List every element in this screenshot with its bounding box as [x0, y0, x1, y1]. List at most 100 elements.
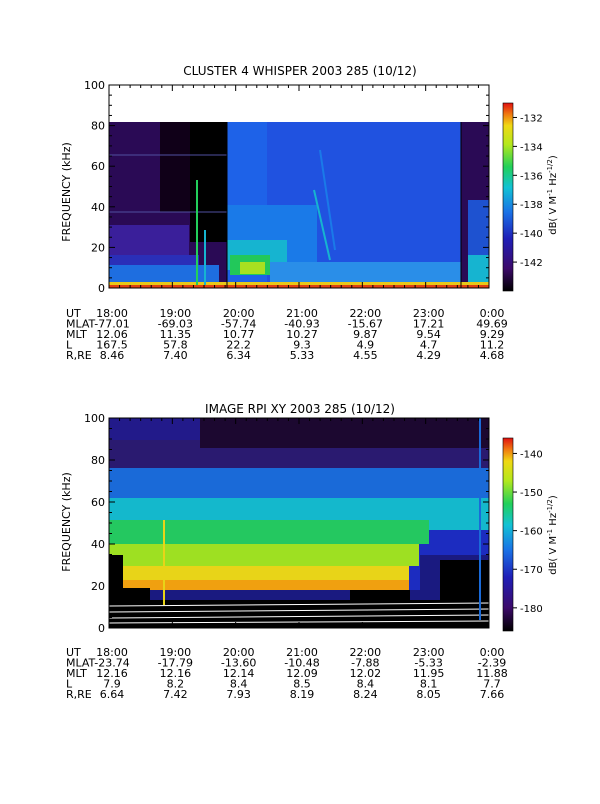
panel-1-ylabel: FREQUENCY (kHz) — [60, 142, 73, 242]
ephemeris-value: 6.34 — [226, 349, 251, 362]
panel-1-spectrogram — [109, 122, 489, 288]
ephemeris-value: 7.9 — [103, 678, 121, 691]
ephemeris-value: 11.88 — [476, 667, 508, 680]
ephemeris-row-label: UT — [66, 646, 81, 659]
ephemeris-value: 8.4 — [230, 678, 248, 691]
ephemeris-value: -57.74 — [221, 318, 256, 331]
y-tick-label: 40 — [91, 201, 105, 214]
panel-1-colorbar: -132 -134 -136 -138 -140 -142 dB( V M-1 Hz-1/… — [502, 102, 559, 292]
y-tick-label: 20 — [91, 241, 105, 254]
colorbar-tick-label: -138 — [520, 200, 543, 211]
panel-1-ephemeris: UT 18:00 19:00 20:00 21:00 22:00 23:00 0:00 MLAT… — [66, 307, 508, 362]
panel-1-title: CLUSTER 4 WHISPER 2003 285 (10/12) — [183, 64, 416, 78]
panel-2-colorbar-label: dB( V M-1 Hz-1/2) — [546, 495, 559, 575]
panel-2-colorbar: -140 -150 -160 -170 -180 dB( V M-1 Hz-1/2) — [502, 437, 559, 632]
ephemeris-value: 20:00 — [223, 307, 255, 320]
ephemeris-value: 8.5 — [293, 678, 311, 691]
y-tick-label: 60 — [91, 160, 105, 173]
ephemeris-value: 19:00 — [159, 307, 191, 320]
ephemeris-value: 8.24 — [353, 688, 378, 701]
ephemeris-value: 18:00 — [96, 646, 128, 659]
ephemeris-row-label: MLAT — [66, 318, 96, 331]
ephemeris-value: -69.03 — [158, 318, 193, 331]
ephemeris-value: 11.95 — [413, 667, 445, 680]
ephemeris-value: 23:00 — [413, 307, 445, 320]
y-tick-label: 0 — [98, 622, 105, 635]
y-tick-label: 40 — [91, 538, 105, 551]
y-tick-label: 60 — [91, 496, 105, 509]
ephemeris-value: 167.5 — [96, 339, 128, 352]
ephemeris-row-label: L — [66, 339, 73, 352]
y-tick-label: 80 — [91, 120, 105, 133]
ephemeris-row-label: MLAT — [66, 657, 96, 670]
ephemeris-row-label: L — [66, 678, 73, 691]
colorbar-tick-label: -160 — [520, 527, 543, 538]
ephemeris-row-label: MLT — [66, 667, 87, 680]
ephemeris-value: 22.2 — [226, 339, 251, 352]
panel-2-title: IMAGE RPI XY 2003 285 (10/12) — [205, 402, 395, 416]
colorbar-tick-label: -142 — [520, 258, 543, 269]
ephemeris-value: 21:00 — [286, 646, 318, 659]
ephemeris-value: 7.66 — [480, 688, 505, 701]
ephemeris-value: 8.19 — [290, 688, 315, 701]
ephemeris-row-label: UT — [66, 307, 81, 320]
ephemeris-value: 6.64 — [100, 688, 125, 701]
ephemeris-value: 12.16 — [160, 667, 192, 680]
ephemeris-row-label: R,RE — [66, 349, 92, 362]
ephemeris-value: 9.3 — [293, 339, 311, 352]
ephemeris-value: 8.2 — [167, 678, 185, 691]
ephemeris-value: 7.40 — [163, 349, 188, 362]
y-tick-label: 20 — [91, 580, 105, 593]
ephemeris-value: 5.33 — [290, 349, 315, 362]
colorbar-tick-label: -140 — [520, 229, 543, 240]
ephemeris-value: 12.02 — [350, 667, 382, 680]
ephemeris-value: -40.93 — [284, 318, 319, 331]
colorbar-tick-label: -140 — [520, 449, 543, 460]
ephemeris-value: 0:00 — [480, 307, 505, 320]
panel-2-ephemeris: UT 18:00 19:00 20:00 21:00 22:00 23:00 0:00 MLAT… — [66, 646, 508, 701]
ephemeris-value: 12.16 — [96, 667, 128, 680]
ephemeris-value: 12.14 — [223, 667, 255, 680]
panel-1-y-axis: 0 20 40 60 80 100 — [84, 79, 489, 295]
ephemeris-value: 22:00 — [349, 646, 381, 659]
ephemeris-value: 20:00 — [223, 646, 255, 659]
ephemeris-value: 23:00 — [413, 646, 445, 659]
colorbar-tick-label: -150 — [520, 488, 543, 499]
ephemeris-value: 7.93 — [226, 688, 251, 701]
ephemeris-row-label: R,RE — [66, 688, 92, 701]
ephemeris-value: -10.48 — [284, 657, 319, 670]
ephemeris-value: 11.35 — [160, 328, 192, 341]
ephemeris-value: 8.46 — [100, 349, 125, 362]
panel-2-y-axis: 0 20 40 60 80 100 — [84, 412, 489, 635]
y-tick-label: 100 — [84, 79, 105, 92]
ephemeris-value: 8.4 — [357, 678, 375, 691]
ephemeris-value: 4.7 — [420, 339, 438, 352]
ephemeris-value: 49.69 — [476, 318, 508, 331]
ephemeris-value: 10.27 — [286, 328, 318, 341]
ephemeris-value: 17.21 — [413, 318, 445, 331]
ephemeris-value: 9.29 — [480, 328, 505, 341]
ephemeris-value: 8.1 — [420, 678, 438, 691]
ephemeris-value: 9.54 — [416, 328, 441, 341]
ephemeris-value: 10.77 — [223, 328, 255, 341]
panel-1-colorbar-label: dB( V M-1 Hz-1/2) — [546, 155, 559, 235]
ephemeris-value: 4.55 — [353, 349, 378, 362]
y-tick-label: 80 — [91, 454, 105, 467]
ephemeris-value: 7.42 — [163, 688, 188, 701]
ephemeris-value: 4.29 — [416, 349, 441, 362]
ephemeris-value: 9.87 — [353, 328, 378, 341]
panel-2-colorbar-ticks: -140 -150 -160 -170 -180 — [513, 449, 543, 615]
ephemeris-value: 11.2 — [480, 339, 505, 352]
ephemeris-value: -5.33 — [414, 657, 442, 670]
y-tick-label: 100 — [84, 412, 105, 425]
panel-2-spectrogram — [108, 418, 490, 628]
panel-2-ylabel: FREQUENCY (kHz) — [60, 472, 73, 572]
panel-2-x-axis — [108, 418, 490, 628]
y-tick-label: 0 — [98, 282, 105, 295]
ephemeris-value: 8.05 — [416, 688, 441, 701]
ephemeris-value: 22:00 — [349, 307, 381, 320]
ephemeris-value: 4.9 — [357, 339, 375, 352]
colorbar-tick-label: -134 — [520, 142, 543, 153]
